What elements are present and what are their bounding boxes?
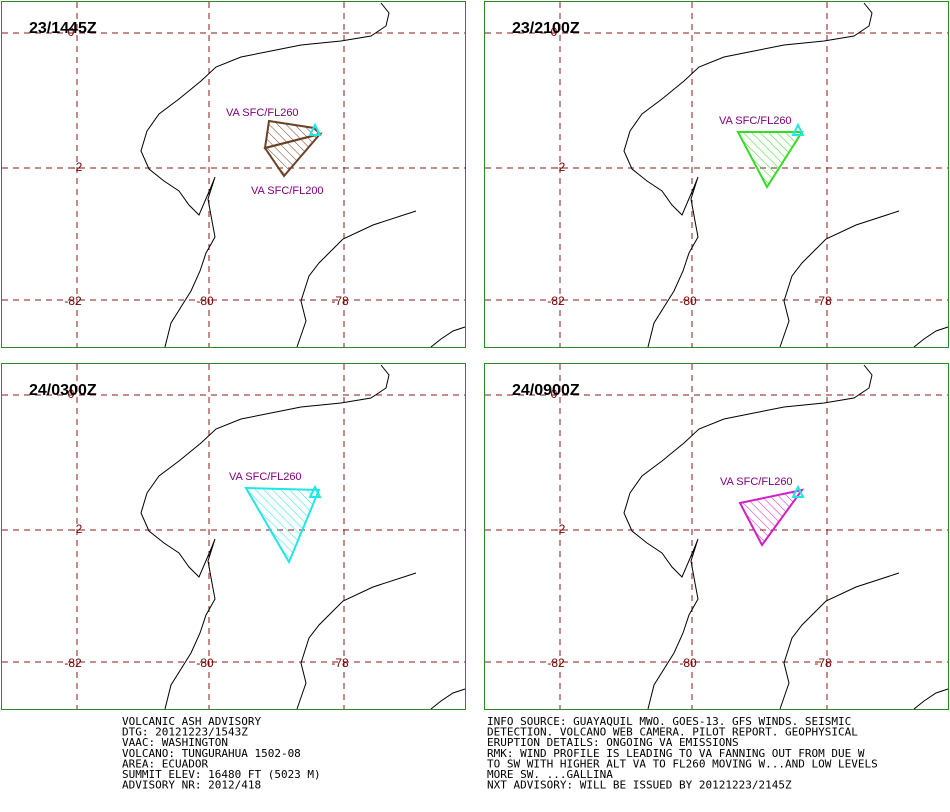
advisory-line: RMK: WIND PROFILE IS LEADING TO VA FANNI… bbox=[487, 747, 865, 760]
ash-label: VA SFC/FL260 bbox=[719, 115, 792, 127]
lon-label: -78 bbox=[331, 294, 349, 308]
advisory-line: TO SW WITH HIGHER ALT VA TO FL260 MOVING… bbox=[487, 757, 878, 770]
coastline bbox=[779, 210, 900, 348]
coastline bbox=[140, 2, 390, 348]
panel-border bbox=[1, 363, 466, 710]
coastline bbox=[913, 688, 949, 710]
coastline bbox=[296, 572, 417, 710]
advisory-line: ADVISORY NR: 2012/418 bbox=[122, 779, 261, 792]
coastline bbox=[779, 572, 900, 710]
lon-label: -82 bbox=[547, 294, 565, 308]
lon-label: -80 bbox=[679, 656, 697, 670]
advisory-line: ERUPTION DETAILS: ONGOING VA EMISSIONS bbox=[487, 736, 739, 749]
lon-label: -78 bbox=[331, 656, 349, 670]
lon-label: -82 bbox=[64, 656, 82, 670]
lat-label: 0 bbox=[551, 25, 558, 39]
advisory-line: VAAC: WASHINGTON bbox=[122, 736, 228, 749]
lat-label: -2 bbox=[72, 522, 83, 536]
advisory-line: INFO SOURCE: GUAYAQUIL MWO. GOES-13. GFS… bbox=[487, 715, 851, 728]
ash-area bbox=[244, 486, 321, 565]
lon-label: -80 bbox=[679, 294, 697, 308]
panel-border bbox=[1, 1, 466, 348]
lon-label: -82 bbox=[547, 656, 565, 670]
advisory-line: SUMMIT ELEV: 16480 FT (5023 M) bbox=[122, 768, 321, 781]
map-panel: 0 -2 -82 -80 -78 23/1445Z VA SFC/FL260 VA SFC/F… bbox=[1, 1, 466, 348]
ash-area bbox=[736, 131, 804, 189]
valid-time: 23/2100Z bbox=[512, 20, 580, 37]
lat-label: -2 bbox=[555, 160, 566, 174]
advisory-line: AREA: ECUADOR bbox=[122, 757, 208, 770]
lon-label: -80 bbox=[196, 294, 214, 308]
coastline bbox=[913, 326, 949, 348]
panel-border bbox=[484, 1, 949, 348]
ash-label: VA SFC/FL260 bbox=[226, 107, 299, 119]
volcano-marker bbox=[791, 122, 805, 136]
lat-label: 0 bbox=[551, 387, 558, 401]
coastline bbox=[430, 688, 466, 710]
coastline bbox=[430, 326, 466, 348]
map-panel: 0 -2 -82 -80 -78 23/2100Z VA SFC/FL260 bbox=[484, 1, 949, 348]
ash-area bbox=[738, 488, 805, 547]
valid-time: 24/0300Z bbox=[29, 382, 97, 399]
ash-label: VA SFC/FL200 bbox=[251, 185, 324, 197]
volcano-marker bbox=[791, 484, 805, 498]
coastline bbox=[623, 2, 873, 348]
volcano-marker bbox=[308, 122, 322, 136]
lon-label: -78 bbox=[814, 656, 832, 670]
coastline bbox=[140, 364, 390, 710]
panel-border bbox=[484, 363, 949, 710]
lon-label: -80 bbox=[196, 656, 214, 670]
lon-label: -82 bbox=[64, 294, 82, 308]
valid-time: 23/1445Z bbox=[29, 20, 97, 37]
lat-label: 0 bbox=[68, 387, 75, 401]
volcano-marker bbox=[308, 484, 322, 498]
advisory-line: NXT ADVISORY: WILL BE ISSUED BY 20121223… bbox=[487, 779, 792, 792]
lat-label: -2 bbox=[72, 160, 83, 174]
advisory-line: VOLCANIC ASH ADVISORY bbox=[122, 715, 261, 728]
map-panel: 0 -2 -82 -80 -78 24/0900Z VA SFC/FL260 bbox=[484, 363, 949, 710]
lat-label: 0 bbox=[68, 25, 75, 39]
ash-label: VA SFC/FL260 bbox=[720, 476, 793, 488]
coastline bbox=[296, 210, 417, 348]
valid-time: 24/0900Z bbox=[512, 382, 580, 399]
lon-label: -78 bbox=[814, 294, 832, 308]
coastline bbox=[623, 364, 873, 710]
ash-label: VA SFC/FL260 bbox=[229, 471, 302, 483]
advisory-line: DETECTION. VOLCANO WEB CAMERA. PILOT REP… bbox=[487, 726, 858, 739]
ash-area bbox=[263, 132, 323, 178]
advisory-line: VOLCANO: TUNGURAHUA 1502-08 bbox=[122, 747, 301, 760]
advisory-line: MORE SW. ...GALLINA bbox=[487, 768, 613, 781]
advisory-line: DTG: 20121223/1543Z bbox=[122, 726, 248, 739]
lat-label: -2 bbox=[555, 522, 566, 536]
map-panel: 0 -2 -82 -80 -78 24/0300Z VA SFC/FL260 bbox=[1, 363, 466, 710]
